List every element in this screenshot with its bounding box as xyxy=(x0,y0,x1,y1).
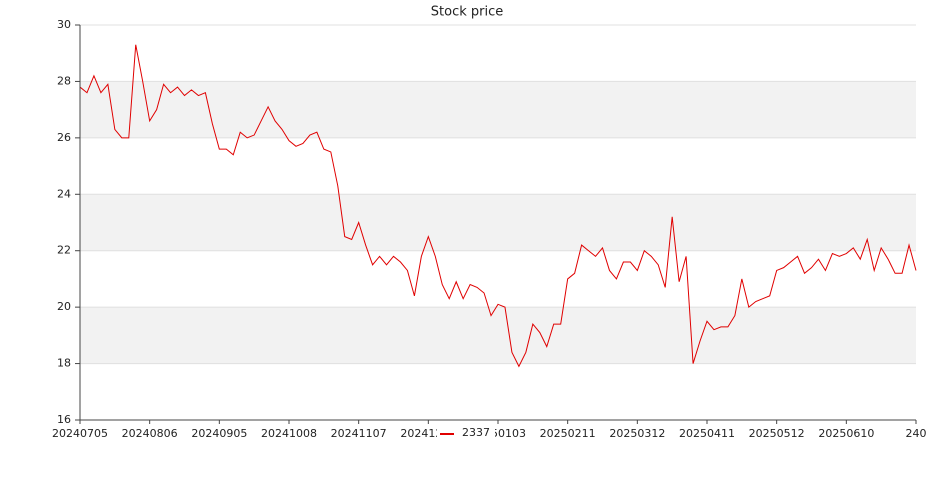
x-tick-label: 20250312 xyxy=(609,427,665,440)
x-tick-label: 20250512 xyxy=(749,427,805,440)
x-tick-label: 20240705 xyxy=(52,427,108,440)
x-tick-label: 20240905 xyxy=(191,427,247,440)
y-tick-label: 26 xyxy=(57,131,71,144)
y-tick-label: 20 xyxy=(57,300,71,313)
grid-band xyxy=(80,81,916,138)
legend-label: 2337 xyxy=(462,426,490,439)
y-tick-label: 16 xyxy=(57,413,71,426)
grid-band xyxy=(80,307,916,364)
x-tick-label: 20241107 xyxy=(331,427,387,440)
y-tick-label: 28 xyxy=(57,74,71,87)
y-tick-label: 30 xyxy=(57,18,71,31)
x-tick-label: 20250610 xyxy=(818,427,874,440)
x-tick-label: 240 xyxy=(906,427,927,440)
x-tick-label: 20241008 xyxy=(261,427,317,440)
y-tick-label: 24 xyxy=(57,187,71,200)
y-tick-label: 22 xyxy=(57,244,71,257)
chart-title: Stock price xyxy=(431,5,503,20)
x-tick-label: 20250211 xyxy=(540,427,596,440)
x-tick-label: 20240806 xyxy=(122,427,178,440)
legend-box xyxy=(437,425,495,443)
grid-band xyxy=(80,194,916,251)
price-line xyxy=(79,44,917,368)
x-tick-label: 20250411 xyxy=(679,427,735,440)
y-tick-label: 18 xyxy=(57,357,71,370)
